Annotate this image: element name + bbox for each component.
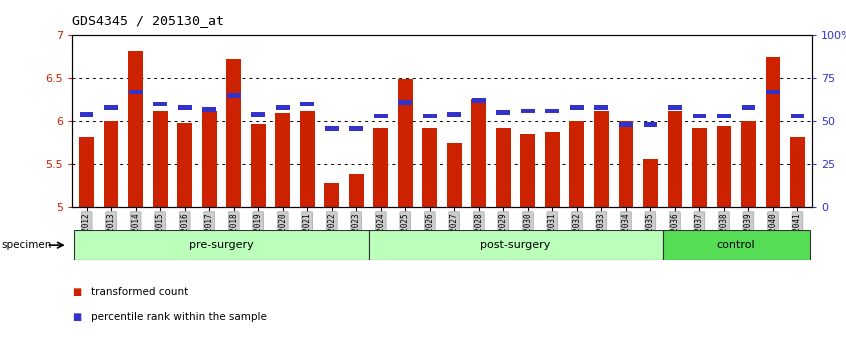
Text: pre-surgery: pre-surgery: [189, 240, 254, 250]
Bar: [717, 114, 731, 119]
Text: post-surgery: post-surgery: [481, 240, 551, 250]
Bar: [300, 102, 314, 107]
Bar: [153, 102, 167, 107]
Bar: [153, 111, 168, 207]
Bar: [693, 114, 706, 119]
Bar: [178, 105, 191, 110]
FancyBboxPatch shape: [74, 230, 369, 260]
Bar: [276, 105, 289, 110]
Bar: [569, 121, 585, 207]
Text: GDS4345 / 205130_at: GDS4345 / 205130_at: [72, 14, 224, 27]
Bar: [227, 59, 241, 207]
Bar: [422, 128, 437, 207]
Bar: [619, 122, 633, 127]
Bar: [324, 183, 339, 207]
Bar: [80, 112, 93, 117]
Bar: [643, 159, 657, 207]
Bar: [447, 143, 462, 207]
Bar: [275, 113, 290, 207]
Bar: [325, 126, 338, 131]
Bar: [790, 137, 805, 207]
Bar: [472, 98, 486, 103]
Text: percentile rank within the sample: percentile rank within the sample: [91, 312, 266, 322]
Bar: [349, 126, 363, 131]
Bar: [202, 107, 216, 112]
Bar: [104, 121, 118, 207]
FancyBboxPatch shape: [369, 230, 662, 260]
Bar: [104, 105, 118, 110]
Bar: [448, 112, 461, 117]
Bar: [299, 111, 315, 207]
Bar: [668, 105, 682, 110]
Bar: [251, 124, 266, 207]
Bar: [595, 105, 608, 110]
Bar: [667, 111, 682, 207]
Bar: [373, 128, 388, 207]
Bar: [742, 105, 755, 110]
Bar: [717, 126, 731, 207]
Bar: [129, 51, 143, 207]
Bar: [521, 109, 535, 113]
Bar: [374, 114, 387, 119]
Bar: [423, 114, 437, 119]
Bar: [398, 100, 412, 105]
Bar: [791, 114, 805, 119]
Bar: [644, 122, 657, 127]
Bar: [545, 132, 560, 207]
Bar: [741, 121, 755, 207]
Bar: [80, 137, 94, 207]
Text: ■: ■: [72, 312, 81, 322]
Bar: [227, 93, 240, 98]
Bar: [497, 110, 510, 115]
Text: control: control: [717, 240, 755, 250]
Text: transformed count: transformed count: [91, 287, 188, 297]
Bar: [471, 99, 486, 207]
Bar: [349, 175, 364, 207]
Bar: [766, 90, 780, 95]
Bar: [570, 105, 584, 110]
Bar: [692, 128, 706, 207]
Bar: [129, 90, 142, 95]
FancyBboxPatch shape: [662, 230, 810, 260]
Bar: [251, 112, 265, 117]
Bar: [594, 111, 609, 207]
Bar: [618, 121, 633, 207]
Bar: [202, 111, 217, 207]
Bar: [546, 109, 559, 113]
Text: specimen: specimen: [2, 240, 52, 250]
Bar: [496, 128, 511, 207]
Bar: [178, 123, 192, 207]
Text: ■: ■: [72, 287, 81, 297]
Bar: [520, 134, 536, 207]
Bar: [398, 79, 413, 207]
Bar: [766, 57, 780, 207]
